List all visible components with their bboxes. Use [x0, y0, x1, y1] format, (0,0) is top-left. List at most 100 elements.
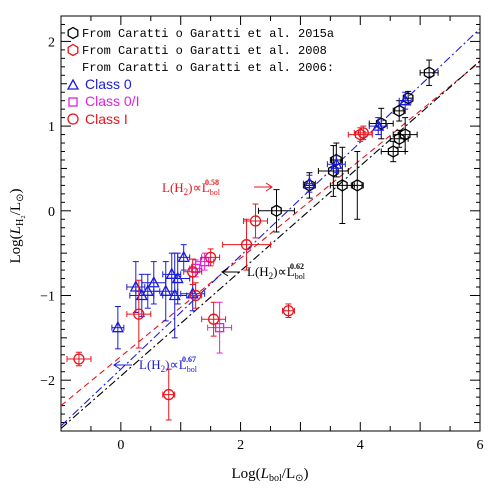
legend-label: From Caratti o Garatti et al. 2015a [82, 27, 334, 41]
data-point [380, 140, 406, 163]
legend: From Caratti o Garatti et al. 2015a From… [66, 26, 334, 127]
point-marker-circle [73, 353, 85, 365]
point-marker-hexagon [399, 128, 411, 141]
point-marker-triangle [330, 157, 343, 169]
legend-entry-class-0-i: Class 0/I [68, 93, 139, 109]
point-marker-triangle [177, 250, 190, 263]
legend-entry-class-i: Class I [67, 111, 128, 127]
point-marker-triangle [141, 284, 154, 296]
legend-entry-2015a: From Caratti o Garatti et al. 2015a [67, 26, 334, 41]
point-marker-triangle [171, 271, 184, 284]
y-tick-label: −2 [40, 374, 55, 389]
point-marker-hexagon [393, 132, 405, 146]
x-tick-label: 4 [357, 438, 364, 453]
y-tick-label: 1 [48, 120, 55, 135]
point-marker-hexagon [387, 145, 399, 158]
legend-marker-circle [67, 113, 79, 125]
legend-label: Class I [85, 111, 128, 127]
point-marker-circle [163, 388, 175, 401]
point-marker-hexagon [351, 179, 363, 192]
x-tick-label: 0 [117, 438, 124, 453]
data-point [201, 301, 227, 337]
fit-label-text: L(H2)∝Lbol0.67 [139, 355, 198, 374]
fit-line [61, 28, 480, 427]
y-tick-label: 0 [48, 205, 55, 220]
data-point [207, 301, 233, 354]
axis-ticks: 0 2 4 6 −2 −1 0 1 2 [40, 16, 484, 453]
data-point [368, 117, 388, 136]
point-marker-hexagon [402, 91, 414, 105]
y-tick-label: 2 [48, 35, 55, 50]
fit-label-black: L(H2)∝Lbol0.62 [221, 262, 306, 281]
point-marker-circle [187, 266, 199, 278]
point-marker-circle [249, 215, 262, 227]
data-point [162, 252, 188, 339]
legend-marker-hexagon [67, 43, 79, 57]
data-point [183, 258, 203, 285]
point-marker-triangle [303, 176, 316, 189]
data-point [302, 174, 316, 193]
data-point [353, 125, 373, 141]
legend-entry-2008: From Caratti o Garatti et al. 2008 [67, 43, 327, 58]
point-marker-triangle [372, 119, 385, 131]
point-marker-circle [133, 308, 145, 320]
data-point [243, 203, 269, 239]
data-point [317, 145, 349, 197]
point-marker-triangle [147, 275, 160, 288]
data-point [258, 189, 295, 233]
point-marker-circle [207, 313, 220, 325]
legend-marker-triangle [66, 78, 80, 90]
data-point [189, 282, 203, 309]
data-point [162, 368, 176, 421]
data-point [111, 306, 125, 350]
data-point [326, 155, 346, 174]
x-tick-label: 6 [477, 438, 484, 453]
data-point [222, 218, 271, 271]
legend-entry-2006: From Caratti o Garatti et al. 2006: [82, 61, 334, 75]
data-points [66, 59, 439, 421]
data-point [350, 151, 364, 220]
point-marker-circle [190, 289, 202, 302]
data-point [126, 279, 152, 349]
data-point [66, 351, 92, 367]
fit-label-arrowhead [113, 360, 121, 370]
data-point [165, 252, 191, 305]
point-marker-hexagon [271, 204, 282, 218]
point-marker-circle [204, 251, 217, 264]
fit-line [61, 61, 480, 407]
fit-label-text: L(H2)∝Lbol0.62 [247, 262, 306, 281]
point-marker-triangle [399, 93, 412, 106]
y-tick-label: −1 [40, 289, 55, 304]
point-marker-hexagon [336, 179, 348, 192]
y-axis-label: Log(LH₂/L⊙) [8, 189, 26, 264]
data-point [201, 248, 221, 267]
legend-marker-square [68, 97, 78, 107]
fit-label-text: L(H2)∝Lbol0.58 [162, 178, 221, 197]
point-marker-triangle [111, 320, 124, 333]
legend-label: From Caratti o Garatti et al. 2008 [82, 44, 327, 58]
legend-marker-hexagon [67, 26, 79, 40]
point-marker-hexagon [423, 66, 435, 79]
legend-label: Class 0/I [85, 93, 139, 109]
data-point [281, 303, 295, 319]
data-point [329, 146, 355, 224]
data-point [419, 59, 439, 86]
data-point [177, 244, 191, 271]
fit-label-arrowhead [265, 182, 273, 192]
data-point [398, 91, 412, 110]
point-marker-hexagon [393, 104, 405, 118]
point-marker-square [214, 323, 225, 333]
legend-label: From Caratti o Garatti et al. 2006: [82, 61, 334, 75]
point-marker-circle [240, 239, 253, 251]
point-marker-circle [357, 127, 369, 139]
point-marker-hexagon [375, 117, 387, 130]
data-point [389, 129, 409, 148]
legend-label: Class 0 [85, 76, 132, 92]
legend-entry-class-0: Class 0 [66, 76, 132, 92]
fit-label-blue: L(H2)∝Lbol0.67 [113, 355, 198, 374]
fit-label-red: L(H2)∝Lbol0.58 [162, 178, 273, 197]
point-marker-square [191, 263, 201, 274]
fit-label-arrowhead [221, 267, 229, 277]
x-axis-label: Log(Lbol/L⊙) [231, 466, 308, 484]
